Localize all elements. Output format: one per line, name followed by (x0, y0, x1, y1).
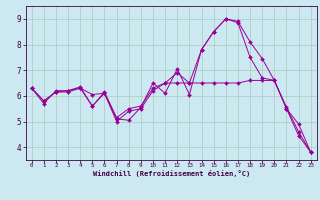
X-axis label: Windchill (Refroidissement éolien,°C): Windchill (Refroidissement éolien,°C) (92, 170, 250, 177)
